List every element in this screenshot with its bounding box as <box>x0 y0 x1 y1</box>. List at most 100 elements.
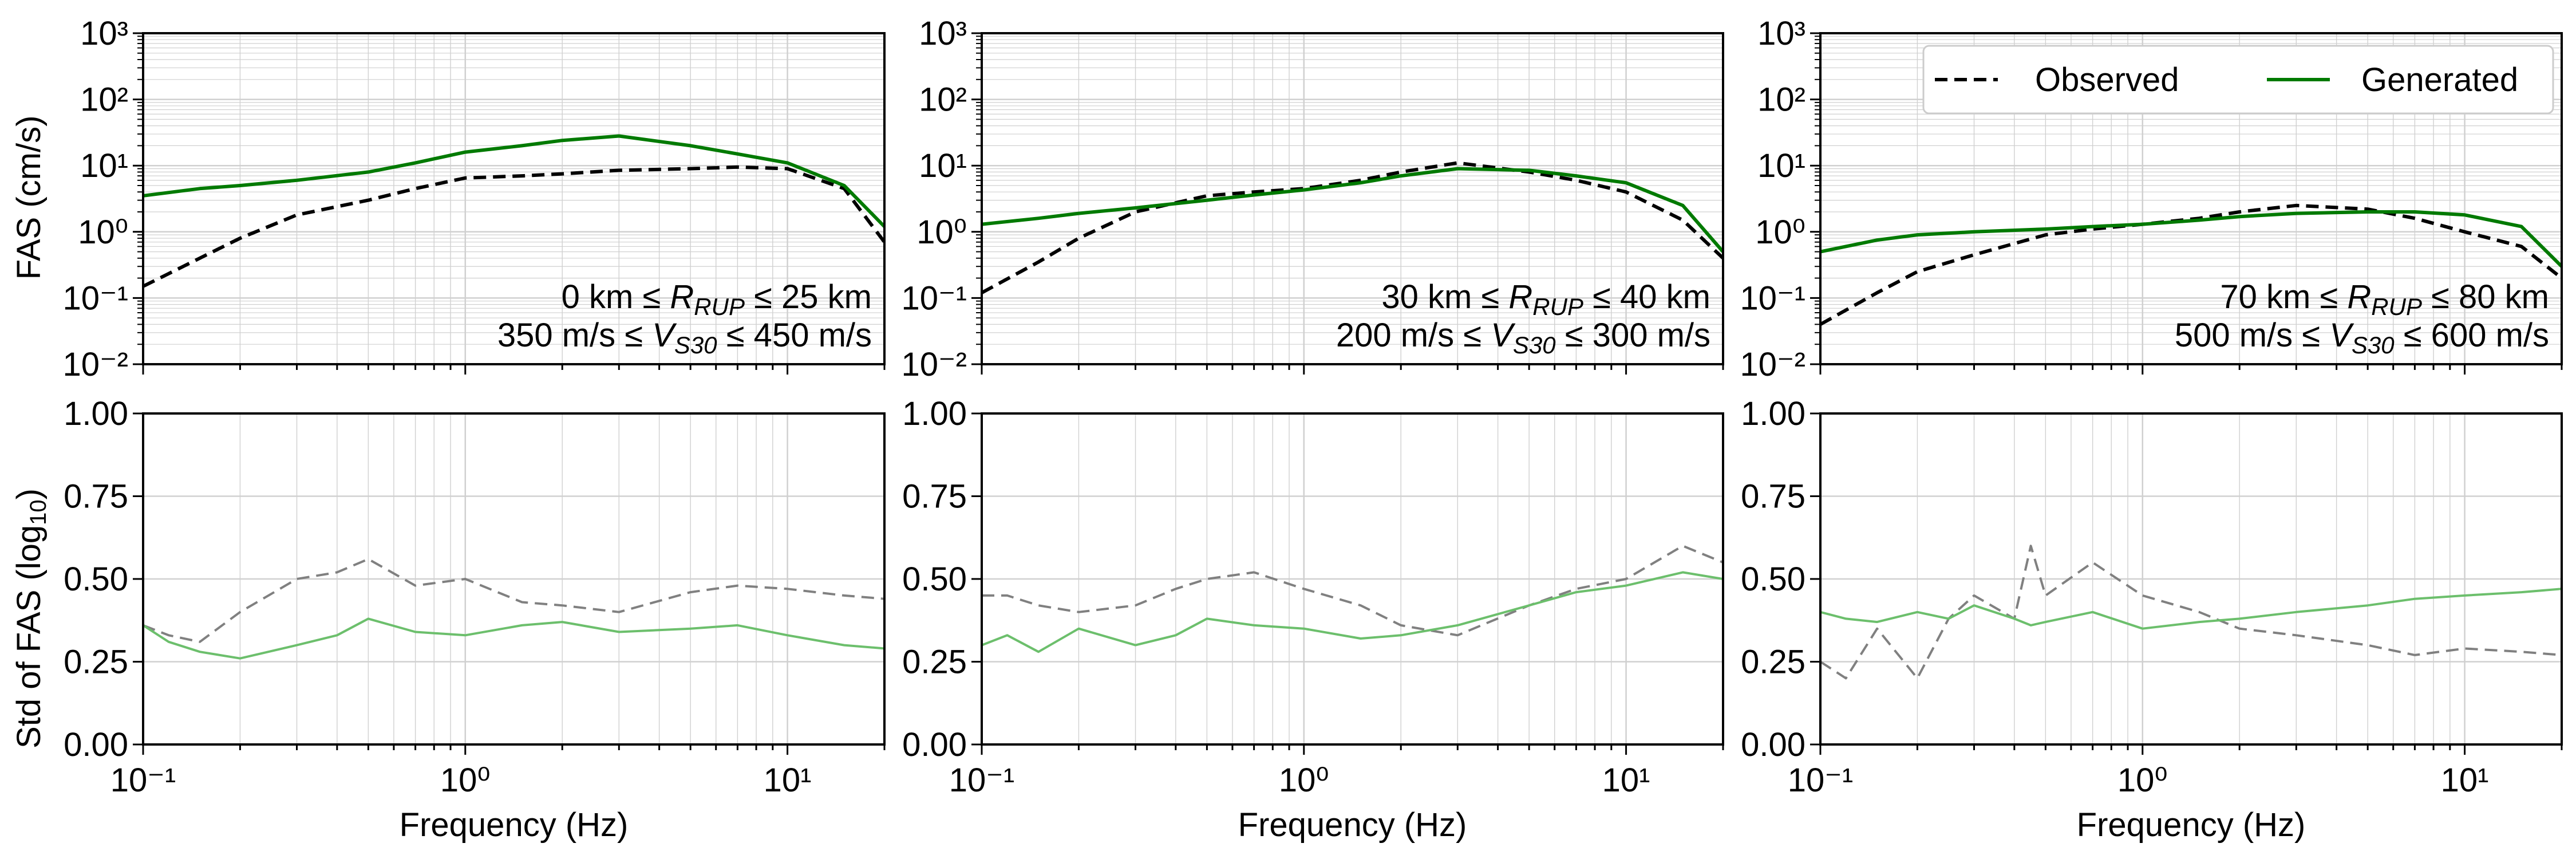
y-tick-label: 10² <box>1757 81 1805 119</box>
y-tick-label: 10² <box>919 81 967 119</box>
x-tick-label: 10¹ <box>2441 762 2489 799</box>
series-observed-line <box>143 165 884 288</box>
grid-lines <box>1819 413 2562 744</box>
x-tick-label: 10⁻¹ <box>1788 762 1853 799</box>
annotation-vs30-prefix: 350 m/s ≤ <box>497 317 652 354</box>
x-ticks <box>142 364 886 375</box>
annotation-vs30: 500 m/s ≤ VS30 ≤ 600 m/s <box>2175 317 2549 358</box>
y-tick-label: 0.50 <box>902 561 967 598</box>
y-tick-label: 10⁰ <box>916 214 967 251</box>
series-generated-line <box>1820 210 2562 268</box>
y-tick-label: 1.00 <box>1741 395 1805 432</box>
annotation-vs30-sub: S30 <box>674 332 717 358</box>
y-tick-label: 0.50 <box>64 561 128 598</box>
x-axis-label: Frequency (Hz) <box>400 806 629 844</box>
y-ticks: 0.00 0.25 0.50 0.75 1.00 <box>902 395 982 763</box>
y-tick-label: 10⁰ <box>1755 214 1805 251</box>
y-tick-label: 10³ <box>919 15 967 52</box>
series-generated-line <box>143 617 884 660</box>
bottom-ylabel: Std of FAS (log10) <box>10 488 51 748</box>
x-ticks: 10⁻¹ 10⁰ 10¹ <box>949 744 1724 799</box>
x-tick-label: 10⁰ <box>2117 762 2168 799</box>
y-tick-label: 10³ <box>1757 15 1805 52</box>
series-observed-line <box>1820 545 2562 680</box>
annotation-rrup-var: R <box>2347 278 2371 316</box>
legend: Observed Generated <box>1922 45 2554 115</box>
panel-bottom-left: 10⁻¹ 10⁰ 10¹ Frequency (Hz) 0.00 0.25 0.50 0.75… <box>64 395 886 844</box>
series-group <box>1820 545 2562 680</box>
y-ticks: 10⁻² 10⁻¹ 10⁰ 10¹ 10² 10³ <box>902 15 982 383</box>
axes-frame <box>142 32 886 365</box>
grid-lines <box>142 33 885 365</box>
x-ticks <box>1819 364 2563 375</box>
series-observed-line <box>982 545 1723 637</box>
y-ticks: 0.00 0.25 0.50 0.75 1.00 <box>1741 395 1820 763</box>
y-tick-label: 10⁻¹ <box>1740 279 1805 317</box>
panel-top-right: 10⁻² 10⁻¹ 10⁰ 10¹ 10² 10³ 70 km ≤ RRUP ≤ 80 km… <box>1740 15 2563 383</box>
y-tick-label: 10⁰ <box>78 214 128 251</box>
y-tick-label: 1.00 <box>64 395 128 432</box>
annotation-rrup-prefix: 0 km ≤ <box>562 278 670 316</box>
series-group <box>1820 203 2562 326</box>
series-group <box>143 134 884 288</box>
annotation-rrup: 30 km ≤ RRUP ≤ 40 km <box>1381 278 1710 320</box>
annotation-rrup-suffix: ≤ 80 km <box>2422 278 2549 316</box>
annotation-rrup-sub: RUP <box>694 293 745 320</box>
series-group <box>143 558 884 660</box>
annotation-vs30: 200 m/s ≤ VS30 ≤ 300 m/s <box>1336 317 1710 358</box>
y-tick-label: 10⁻¹ <box>63 279 128 317</box>
annotation-rrup-prefix: 70 km ≤ <box>2220 278 2347 316</box>
annotation-rrup-sub: RUP <box>1532 293 1583 320</box>
series-observed-line <box>982 161 1723 294</box>
x-ticks <box>981 364 1724 375</box>
annotation-rrup-var: R <box>670 278 694 316</box>
series-generated-line <box>1820 588 2562 630</box>
annotation-rrup-sub: RUP <box>2371 293 2422 320</box>
annotation-rrup: 70 km ≤ RRUP ≤ 80 km <box>2220 278 2549 320</box>
x-axis-label: Frequency (Hz) <box>2077 806 2306 844</box>
panels: 10⁻² 10⁻¹ 10⁰ 10¹ 10² 10³ 0 km ≤ RRUP ≤ 25 km3… <box>63 15 2563 844</box>
y-tick-label: 1.00 <box>902 395 967 432</box>
y-tick-label: 10⁻² <box>1740 346 1805 383</box>
y-tick-label: 0.50 <box>1741 561 1805 598</box>
y-tick-label: 0.00 <box>1741 726 1805 763</box>
y-tick-label: 0.25 <box>64 644 128 681</box>
annotation-vs30-var: V <box>1491 317 1516 354</box>
series-group <box>982 161 1723 294</box>
annotation-rrup-var: R <box>1508 278 1532 316</box>
x-axis-label: Frequency (Hz) <box>1238 806 1467 844</box>
y-tick-label: 0.00 <box>902 726 967 763</box>
x-tick-label: 10⁰ <box>440 762 491 799</box>
y-ticks: 10⁻² 10⁻¹ 10⁰ 10¹ 10² 10³ <box>1740 15 1820 383</box>
y-tick-label: 10¹ <box>80 147 128 184</box>
x-ticks: 10⁻¹ 10⁰ 10¹ <box>110 744 886 799</box>
series-generated-line <box>143 134 884 228</box>
x-ticks: 10⁻¹ 10⁰ 10¹ <box>1788 744 2563 799</box>
annotation-vs30-prefix: 200 m/s ≤ <box>1336 317 1491 354</box>
annotation-rrup-suffix: ≤ 40 km <box>1583 278 1710 316</box>
series-observed-line <box>1820 203 2562 326</box>
x-tick-label: 10¹ <box>1602 762 1650 799</box>
legend-observed-label: Observed <box>2035 61 2179 98</box>
series-generated-line <box>982 571 1723 653</box>
series-group <box>982 545 1723 653</box>
annotation-vs30-var: V <box>2329 317 2354 354</box>
annotation-vs30-suffix: ≤ 300 m/s <box>1556 317 1710 354</box>
legend-generated-label: Generated <box>2361 61 2518 98</box>
grid-lines <box>142 413 885 744</box>
y-tick-label: 0.25 <box>902 644 967 681</box>
annotation-vs30-var: V <box>652 317 677 354</box>
y-tick-label: 0.75 <box>1741 478 1805 515</box>
bottom-ylabel-prefix: Std of FAS (log <box>10 525 48 748</box>
y-tick-label: 10³ <box>80 15 128 52</box>
annotation-vs30-sub: S30 <box>1513 332 1556 358</box>
x-tick-label: 10⁰ <box>1279 762 1329 799</box>
series-observed-line <box>143 558 884 643</box>
annotation-vs30-sub: S30 <box>2352 332 2395 358</box>
annotation-vs30-prefix: 500 m/s ≤ <box>2175 317 2329 354</box>
